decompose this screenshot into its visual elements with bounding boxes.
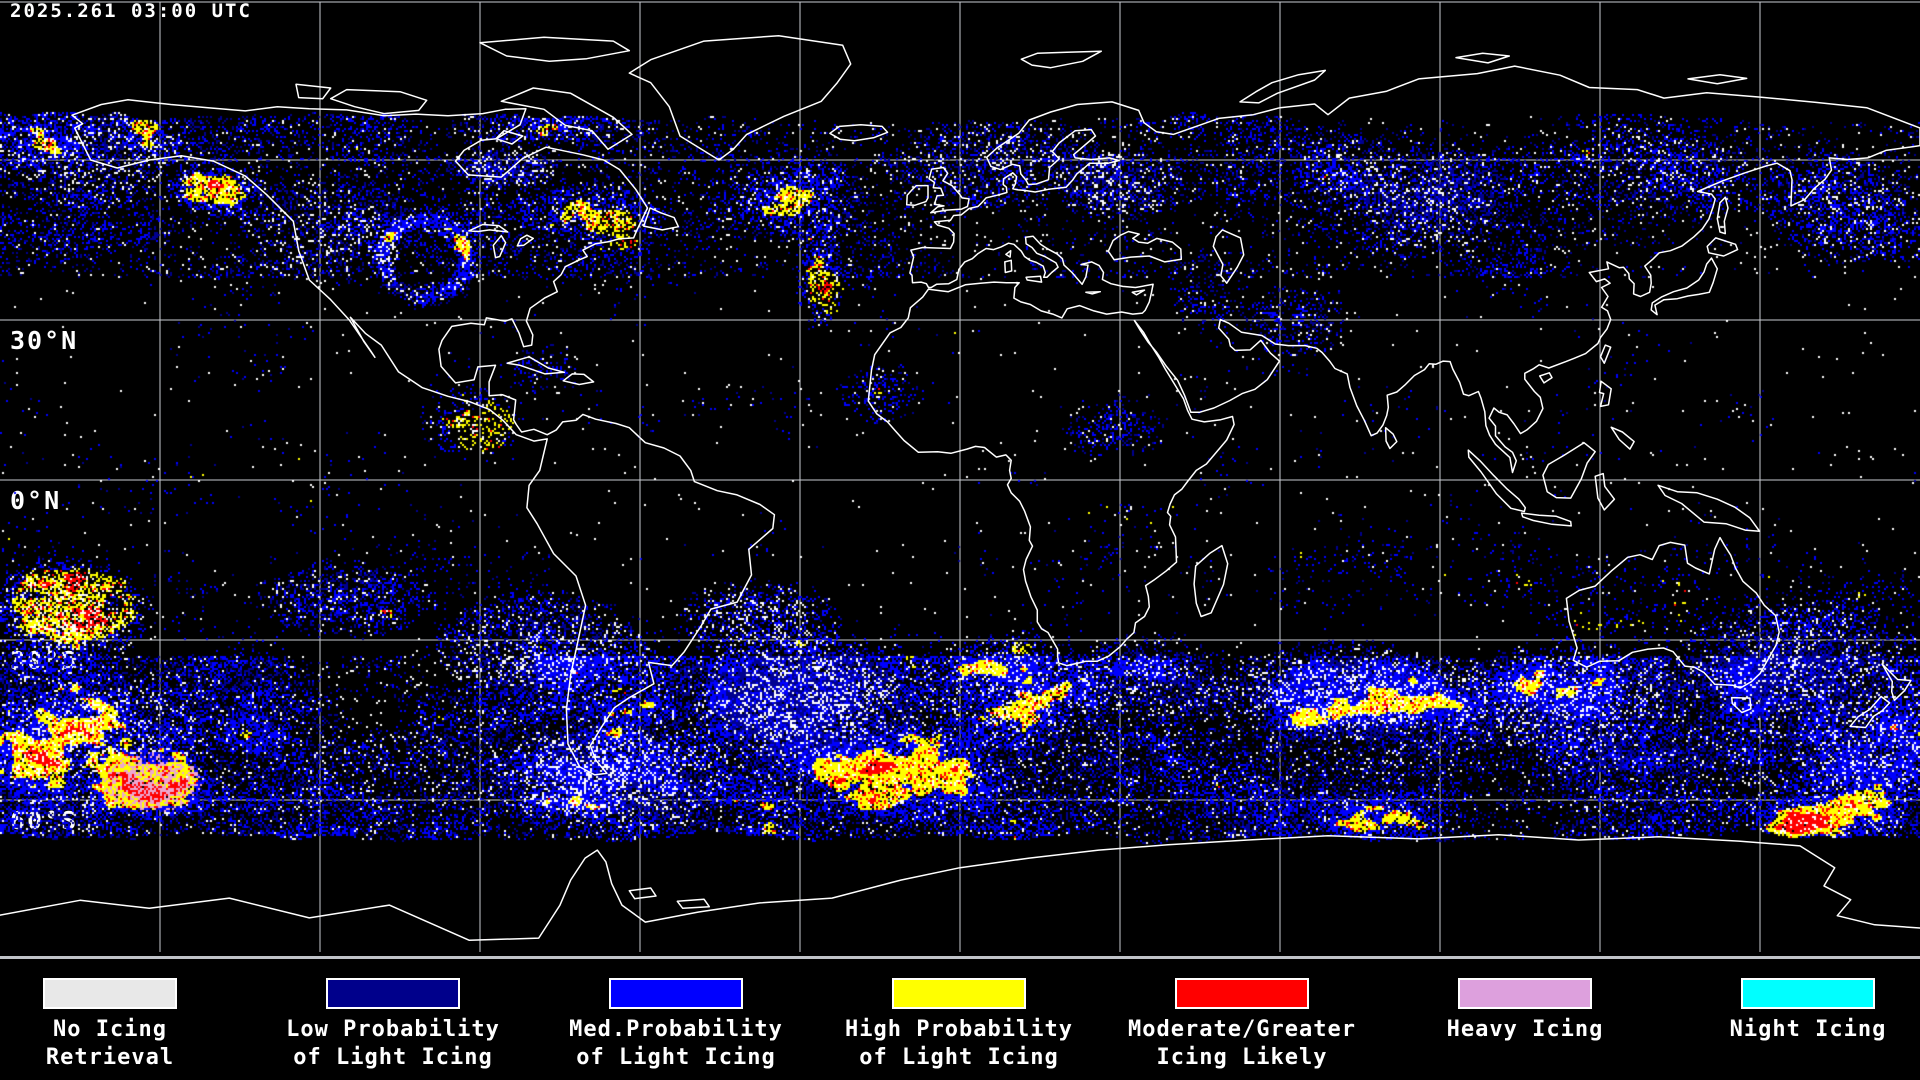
coastline-sulawesi (1594, 472, 1616, 511)
coastline-layer (0, 34, 1920, 942)
legend-swatch (1175, 978, 1309, 1009)
coastline-borneo (1542, 441, 1596, 499)
coastline-southampton (495, 129, 524, 145)
coastline-corsica (1005, 249, 1012, 258)
legend-label: of Light Icing (859, 1045, 1059, 1070)
legend-item-7: Night Icing (1658, 960, 1920, 1044)
coastline-lake_huron (516, 234, 535, 247)
legend-swatch (892, 978, 1026, 1009)
legend-item-1: No Icing Retrieval (0, 960, 260, 1072)
coastline-novaya_zemlya (1239, 69, 1327, 104)
coastline-sicily (1025, 275, 1043, 283)
coastline-hokkaido (1706, 237, 1739, 257)
legend-label: of Light Icing (576, 1045, 776, 1070)
coastline-sumatra (1467, 449, 1527, 513)
coastline-americas (71, 98, 776, 776)
coastline-luzon (1598, 380, 1612, 408)
coastline-sakhalin (1716, 196, 1729, 235)
coastline-cuba (506, 356, 566, 375)
coastline-mindanao (1610, 426, 1635, 450)
coastline-iceland (829, 124, 889, 142)
legend: No Icing Retrieval Low Probability of Light… (0, 960, 1920, 1080)
coastline-antarctic_isle_1 (628, 887, 657, 900)
coastline-tasmania (1730, 696, 1752, 714)
legend-swatch (609, 978, 743, 1009)
coastline-severnaya_zemlya (1455, 52, 1511, 64)
legend-item-3: Med.Probability of Light Icing (526, 960, 826, 1072)
coastline-banks (295, 83, 332, 100)
coastline-lake_michigan (492, 234, 507, 259)
legend-swatch (43, 978, 177, 1009)
legend-label: Icing Likely (1156, 1045, 1328, 1070)
coastline-greenland (628, 34, 852, 161)
coastline-caspian (1212, 229, 1245, 284)
legend-label: Med.Probability (569, 1017, 783, 1042)
coastline-eurafrica (867, 65, 1920, 667)
coastline-new_guinea (1657, 484, 1761, 532)
legend-label: High Probability (845, 1017, 1073, 1042)
coastline-antarctic_isle_2 (676, 898, 711, 910)
legend-swatch (326, 978, 460, 1009)
legend-label: Night Icing (1729, 1017, 1887, 1042)
legend-label: Moderate/Greater (1128, 1017, 1356, 1042)
coastline-baffin (500, 87, 633, 151)
legend-item-6: Heavy Icing (1375, 960, 1675, 1044)
legend-item-4: High Probability of Light Icing (809, 960, 1109, 1072)
legend-swatch (1741, 978, 1875, 1009)
coastline-taiwan (1599, 344, 1612, 364)
coastline-victoria_island (329, 88, 428, 115)
legend-label: Low Probability (286, 1017, 500, 1042)
coastline-crete (1085, 290, 1102, 295)
coastline-madagascar (1193, 544, 1229, 618)
coastline-new_siberian (1687, 73, 1748, 85)
coastline-antarctica (0, 833, 1920, 942)
legend-item-2: Low Probability of Light Icing (243, 960, 543, 1072)
coastline-nz_north (1881, 663, 1912, 702)
world-map: 30°N0°N30°S60°S 2025.261 03:00 UTC (0, 0, 1920, 960)
coastline-sardinia (1004, 259, 1013, 274)
coastline-hispaniola (562, 373, 595, 386)
coastline-java (1520, 512, 1572, 527)
legend-swatch (1458, 978, 1592, 1009)
legend-label: No Icing (53, 1017, 167, 1042)
coastline-nz_south (1849, 695, 1891, 729)
coastline-honshu (1650, 257, 1719, 316)
coastline-hainan (1538, 372, 1553, 384)
legend-label: of Light Icing (293, 1045, 493, 1070)
coastline-ireland (905, 184, 929, 207)
timestamp: 2025.261 03:00 UTC (10, 0, 252, 22)
coastline-black_sea (1107, 230, 1183, 263)
legend-label: Retrieval (45, 1045, 175, 1070)
coastline-newfoundland (642, 207, 680, 231)
coastline-ellesmere (479, 36, 631, 63)
coastline-lake_superior (468, 223, 509, 233)
legend-item-5: Moderate/Greater Icing Likely (1092, 960, 1392, 1072)
coastline-svalbard (1020, 50, 1103, 69)
coastline-uk (928, 166, 970, 214)
legend-label: Heavy Icing (1446, 1017, 1604, 1042)
icing-data-canvas (0, 0, 1920, 960)
coastline-australia (1565, 536, 1780, 689)
coastline-cyprus (1131, 289, 1146, 296)
coastline-sri_lanka (1384, 426, 1398, 450)
